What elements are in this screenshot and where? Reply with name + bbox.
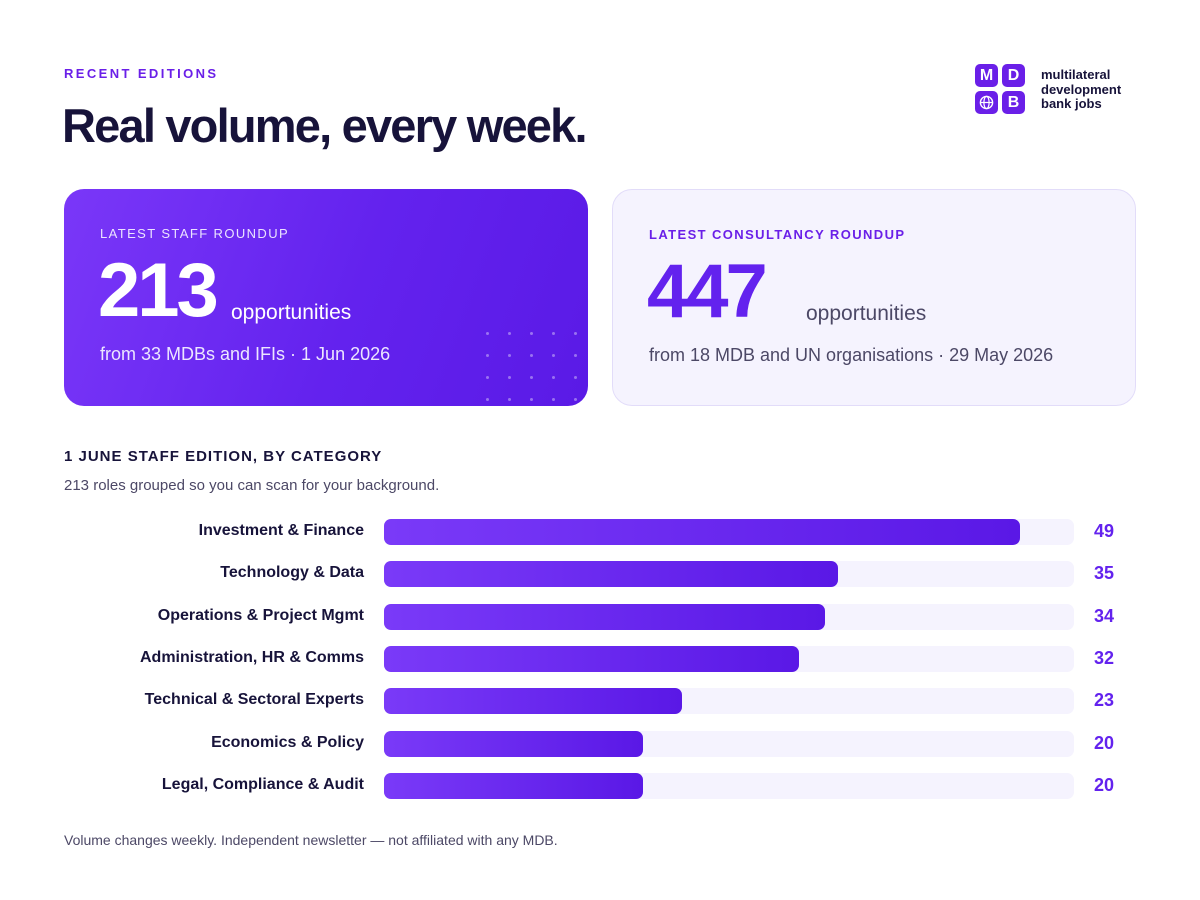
logo-line-3: bank jobs <box>1041 96 1102 111</box>
bar-track <box>384 603 1074 630</box>
logo-wordmark: multilateral development bank jobs <box>1041 67 1151 112</box>
logo-line-2: development <box>1041 81 1122 97</box>
chart-title: 1 JUNE STAFF EDITION, BY CATEGORY <box>64 448 383 465</box>
decorative-dot <box>530 398 533 401</box>
bar-category-label: Investment & Finance <box>198 522 364 539</box>
bar-value-label: 20 <box>1094 774 1115 795</box>
decorative-dot <box>574 354 577 357</box>
logo-tile-d: D <box>1002 64 1025 87</box>
decorative-dot <box>530 354 533 357</box>
decorative-dot <box>574 332 577 335</box>
bar-value-label: 49 <box>1094 521 1115 541</box>
decorative-dot <box>552 376 555 379</box>
page-title: Real volume, every week. <box>62 99 588 152</box>
consultancy-card-unit: opportunities <box>806 302 927 325</box>
bar-row: Investment & Finance 49 <box>64 519 1144 545</box>
bar-track <box>384 561 1074 588</box>
decorative-dot <box>508 398 511 401</box>
logo-tile-b: B <box>1002 91 1025 114</box>
consultancy-card-count: 447 <box>647 249 768 334</box>
bar-category-label: Economics & Policy <box>211 733 364 751</box>
staff-card-subtitle: from 33 MDBs and IFIs · 1 Jun 2026 <box>100 344 391 364</box>
staff-card-unit: opportunities <box>231 301 352 324</box>
footnote: Volume changes weekly. Independent newsl… <box>64 832 558 848</box>
bar-category-label: Technology & Data <box>220 564 364 582</box>
decorative-dot <box>530 376 533 379</box>
consultancy-card-label: LATEST CONSULTANCY ROUNDUP <box>649 227 906 242</box>
logo-tile-m: M <box>975 64 998 87</box>
bar <box>384 519 1020 545</box>
bar <box>384 772 644 799</box>
decorative-dot <box>508 376 511 379</box>
brand-logo: M D B multilateral development bank jobs <box>975 64 1145 116</box>
decorative-dot <box>508 354 511 357</box>
decorative-dot <box>486 398 489 401</box>
bar <box>384 688 683 715</box>
bar-track <box>384 645 1074 672</box>
bar-row: Economics & Policy 20 <box>64 730 1144 757</box>
decorative-dot <box>552 354 555 357</box>
decorative-dot <box>574 398 577 401</box>
decorative-dot <box>574 376 577 379</box>
bar-value-label: 35 <box>1094 563 1115 584</box>
decorative-dot <box>552 332 555 335</box>
bar-category-label: Legal, Compliance & Audit <box>161 775 364 793</box>
bar <box>384 645 800 672</box>
bar-row: Technology & Data 35 <box>64 561 1144 588</box>
logo-line-1: multilateral <box>1041 67 1111 82</box>
bar-track <box>384 730 1074 757</box>
logo-mark: M D B <box>975 64 1026 115</box>
bar-value-label: 32 <box>1094 647 1115 668</box>
bar-row: Administration, HR & Comms 32 <box>64 645 1144 672</box>
decorative-dot <box>486 332 489 335</box>
bar-category-label: Technical & Sectoral Experts <box>144 691 364 709</box>
bar-track <box>384 772 1074 799</box>
chart-subtitle: 213 roles grouped so you can scan for yo… <box>64 477 440 494</box>
decorative-dot <box>486 354 489 357</box>
staff-roundup-card: LATEST STAFF ROUNDUP 213 opportunities f… <box>64 189 588 406</box>
decorative-dot <box>552 398 555 401</box>
bar-row: Legal, Compliance & Audit 20 <box>64 772 1144 799</box>
bar <box>384 561 838 588</box>
bar-category-label: Administration, HR & Comms <box>139 648 364 666</box>
decorative-dot <box>508 332 511 335</box>
bar-track <box>384 519 1074 545</box>
bar <box>384 730 644 757</box>
decorative-dot <box>486 376 489 379</box>
bar-value-label: 20 <box>1094 732 1115 753</box>
staff-card-label: LATEST STAFF ROUNDUP <box>100 226 290 241</box>
globe-icon <box>975 91 998 114</box>
bar <box>384 603 825 630</box>
consultancy-roundup-card: LATEST CONSULTANCY ROUNDUP 447 opportuni… <box>612 189 1136 406</box>
consultancy-card-subtitle: from 18 MDB and UN organisations · 29 Ma… <box>649 345 1054 365</box>
staff-card-count: 213 <box>98 248 219 333</box>
bar-track <box>384 688 1074 715</box>
bar-value-label: 34 <box>1094 605 1115 626</box>
decorative-dot <box>530 332 533 335</box>
bar-category-label: Operations & Project Mgmt <box>157 606 364 624</box>
bar-value-label: 23 <box>1094 690 1115 711</box>
bar-row: Technical & Sectoral Experts 23 <box>64 688 1144 715</box>
bar-row: Operations & Project Mgmt 34 <box>64 603 1144 630</box>
section-eyebrow: RECENT EDITIONS <box>64 66 219 81</box>
